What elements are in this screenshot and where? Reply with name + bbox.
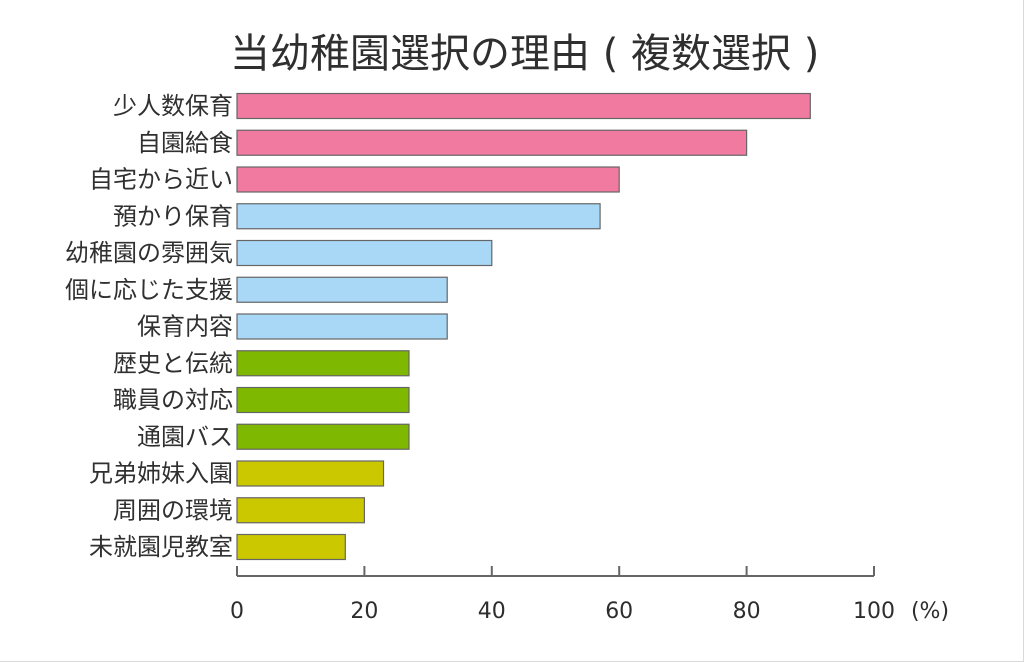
axis-layer: 0 20 40 60 80 100 (%) bbox=[230, 566, 949, 624]
category-label-11: 兄弟姉妹入園 bbox=[89, 460, 233, 488]
bar-10 bbox=[236, 423, 410, 450]
bar-4 bbox=[236, 203, 601, 230]
category-label-10: 通園バス bbox=[137, 423, 233, 451]
category-label-2: 自園給食 bbox=[137, 129, 233, 157]
bar-8 bbox=[236, 350, 410, 377]
bar-11 bbox=[236, 460, 385, 487]
category-label-3: 自宅から近い bbox=[89, 166, 233, 194]
category-label-13: 未就園児教室 bbox=[89, 533, 233, 561]
bar-12 bbox=[236, 497, 366, 524]
bar-13 bbox=[236, 533, 346, 561]
x-axis-unit-label: (%) bbox=[911, 599, 949, 624]
bar-1 bbox=[236, 92, 811, 120]
category-label-7: 保育内容 bbox=[137, 313, 233, 341]
category-label-4: 預かり保育 bbox=[113, 202, 233, 230]
category-label-12: 周囲の環境 bbox=[113, 496, 233, 524]
category-labels-layer: 少人数保育自園給食自宅から近い預かり保育幼稚園の雰囲気個に応じた支援保育内容歴史… bbox=[65, 92, 233, 561]
chart-title: 当幼稚園選択の理由 ( 複数選択 ) bbox=[230, 31, 820, 77]
bar-3 bbox=[236, 166, 620, 193]
x-axis-tick-label-80: 80 bbox=[733, 599, 761, 624]
bar-9 bbox=[236, 386, 410, 414]
category-label-8: 歴史と伝統 bbox=[113, 349, 233, 377]
category-label-5: 幼稚園の雰囲気 bbox=[65, 239, 233, 267]
bar-5 bbox=[236, 239, 493, 267]
x-axis-tick-label-0: 0 bbox=[230, 599, 244, 624]
bar-6 bbox=[236, 276, 448, 303]
x-axis-tick-label-20: 20 bbox=[350, 599, 378, 624]
category-label-1: 少人数保育 bbox=[113, 92, 233, 120]
category-label-9: 職員の対応 bbox=[113, 386, 233, 414]
category-label-6: 個に応じた支援 bbox=[65, 276, 233, 304]
bar-7 bbox=[236, 313, 448, 340]
x-axis-tick-label-100: 100 bbox=[853, 599, 895, 624]
x-axis-tick-label-40: 40 bbox=[478, 599, 506, 624]
bars-layer bbox=[236, 92, 811, 561]
bar-2 bbox=[236, 129, 748, 156]
x-axis-tick-label-60: 60 bbox=[605, 599, 633, 624]
